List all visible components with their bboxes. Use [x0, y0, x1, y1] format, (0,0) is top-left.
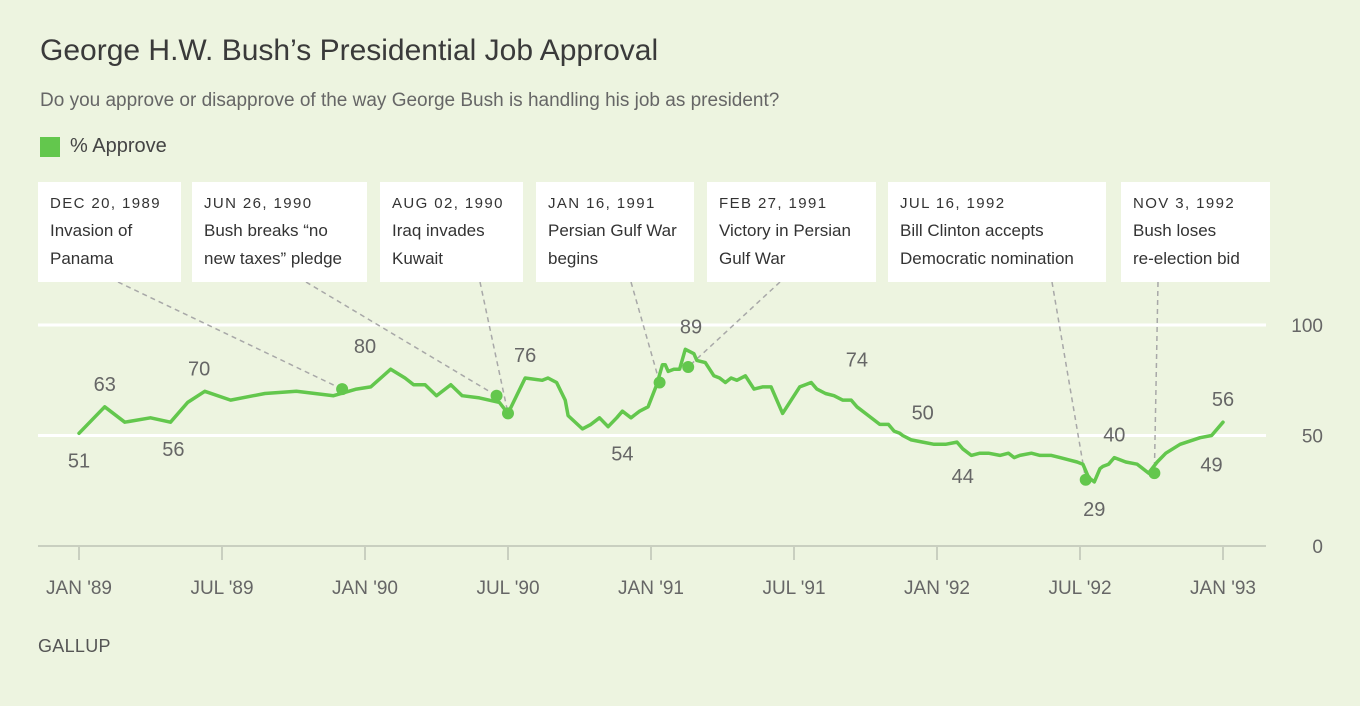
annotation-leader-1	[305, 281, 497, 397]
x-tick-label-5: JUL '91	[762, 578, 825, 599]
x-tick-label-0: JAN '89	[46, 578, 112, 599]
annotation-date-4: FEB 27, 1991	[719, 195, 828, 212]
annotation-line2-3: begins	[548, 249, 598, 268]
annotation-box-1	[192, 182, 367, 282]
annotation-box-3	[536, 182, 694, 282]
data-label-3: 70	[188, 358, 210, 380]
data-label-1: 63	[94, 374, 116, 396]
annotation-line1-4: Victory in Persian	[719, 221, 851, 240]
data-label-6: 54	[611, 444, 633, 466]
annotation-line1-5: Bill Clinton accepts	[900, 221, 1044, 240]
data-label-2: 56	[162, 439, 184, 461]
source-label: GALLUP	[38, 636, 111, 656]
annotation-date-0: DEC 20, 1989	[50, 195, 161, 212]
annotation-line1-6: Bush loses	[1133, 221, 1216, 240]
data-label-8: 74	[846, 349, 868, 371]
annotation-leader-3	[630, 281, 661, 383]
chart-title: George H.W. Bush’s Presidential Job Appr…	[40, 34, 659, 67]
x-tick-label-8: JAN '93	[1190, 578, 1256, 599]
x-tick-label-1: JUL '89	[190, 578, 253, 599]
chart-subtitle: Do you approve or disapprove of the way …	[40, 90, 780, 111]
annotation-0: DEC 20, 1989 Invasion of Panama	[38, 182, 343, 390]
annotation-4: FEB 27, 1991 Victory in Persian Gulf War	[687, 182, 876, 368]
event-marker-1	[490, 389, 503, 402]
data-label-5: 76	[514, 345, 536, 367]
annotation-date-1: JUN 26, 1990	[204, 195, 313, 212]
annotation-box-6	[1121, 182, 1270, 282]
y-tick-label-0: 0	[1312, 537, 1323, 558]
event-marker-4	[682, 360, 695, 373]
legend-swatch	[40, 136, 60, 157]
y-tick-label-50: 50	[1302, 427, 1323, 448]
annotation-line1-1: Bush breaks “no	[204, 221, 328, 240]
x-tick-label-2: JAN '90	[332, 578, 398, 599]
data-label-12: 40	[1103, 425, 1125, 447]
data-label-10: 44	[952, 466, 974, 488]
event-marker-3	[653, 376, 666, 389]
annotation-line1-2: Iraq invades	[392, 221, 485, 240]
annotation-date-3: JAN 16, 1991	[548, 195, 656, 212]
legend: % Approve	[40, 135, 167, 158]
annotation-leader-4	[687, 281, 781, 368]
annotation-leader-6	[1153, 281, 1159, 474]
data-label-14: 49	[1200, 455, 1222, 477]
event-marker-5	[1079, 473, 1092, 486]
annotation-line2-0: Panama	[50, 249, 114, 268]
data-label-7: 89	[680, 316, 702, 338]
annotation-line2-5: Democratic nomination	[900, 249, 1074, 268]
annotation-line2-4: Gulf War	[719, 249, 786, 268]
annotation-6: NOV 3, 1992 Bush loses re-election bid	[1121, 182, 1270, 474]
data-label-4: 80	[354, 336, 376, 358]
annotation-box-4	[707, 182, 876, 282]
annotation-5: JUL 16, 1992 Bill Clinton accepts Democrat…	[888, 182, 1106, 480]
annotation-leader-2	[479, 281, 509, 414]
data-label-0: 51	[68, 450, 90, 472]
event-marker-6	[1148, 467, 1161, 480]
annotation-3: JAN 16, 1991 Persian Gulf War begins	[536, 182, 694, 383]
y-tick-label-100: 100	[1291, 316, 1323, 337]
annotation-box-2	[380, 182, 523, 282]
annotation-box-0	[38, 182, 181, 282]
x-tick-label-6: JAN '92	[904, 578, 970, 599]
data-label-13: 56	[1212, 389, 1234, 411]
event-marker-2	[502, 407, 514, 420]
annotation-line2-1: new taxes” pledge	[204, 249, 342, 268]
annotation-2: AUG 02, 1990 Iraq invades Kuwait	[380, 182, 523, 414]
annotation-line1-3: Persian Gulf War	[548, 221, 677, 240]
annotation-date-2: AUG 02, 1990	[392, 195, 504, 212]
annotation-box-5	[888, 182, 1106, 282]
data-label-9: 50	[912, 403, 934, 425]
series-line-approve	[77, 347, 1225, 484]
x-tick-label-7: JUL '92	[1048, 578, 1111, 599]
annotation-date-6: NOV 3, 1992	[1133, 195, 1235, 212]
annotation-1: JUN 26, 1990 Bush breaks “no new taxes” pl…	[192, 182, 497, 397]
annotation-line2-6: re-election bid	[1133, 249, 1240, 268]
x-tick-label-4: JAN '91	[618, 578, 684, 599]
annotation-line2-2: Kuwait	[392, 249, 443, 268]
annotation-line1-0: Invasion of	[50, 221, 132, 240]
annotation-leader-5	[1051, 281, 1087, 480]
event-marker-0	[336, 383, 349, 396]
legend-label: % Approve	[70, 135, 167, 157]
annotation-leader-0	[117, 281, 343, 390]
annotation-date-5: JUL 16, 1992	[900, 195, 1005, 212]
x-tick-label-3: JUL '90	[476, 578, 539, 599]
data-label-11: 29	[1083, 499, 1105, 521]
